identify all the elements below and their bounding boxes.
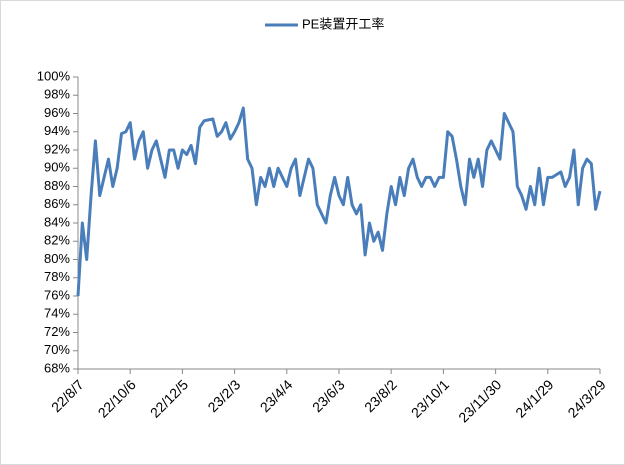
- y-tick-label: 92%: [44, 141, 70, 156]
- y-tick-label: 98%: [44, 87, 70, 102]
- y-tick-label: 100%: [37, 68, 71, 83]
- y-tick-label: 84%: [44, 214, 70, 229]
- legend-label: PE装置开工率: [302, 16, 384, 31]
- y-tick-label: 76%: [44, 287, 70, 302]
- y-tick-label: 78%: [44, 269, 70, 284]
- y-tick-label: 80%: [44, 251, 70, 266]
- y-tick-label: 70%: [44, 342, 70, 357]
- y-tick-label: 82%: [44, 233, 70, 248]
- y-tick-label: 94%: [44, 123, 70, 138]
- y-tick-label: 96%: [44, 105, 70, 120]
- y-tick-label: 74%: [44, 306, 70, 321]
- y-tick-label: 90%: [44, 160, 70, 175]
- y-tick-label: 72%: [44, 324, 70, 339]
- line-series: [76, 106, 602, 297]
- y-tick-label: 68%: [44, 360, 70, 375]
- y-tick-label: 88%: [44, 178, 70, 193]
- y-tick-label: 86%: [44, 196, 70, 211]
